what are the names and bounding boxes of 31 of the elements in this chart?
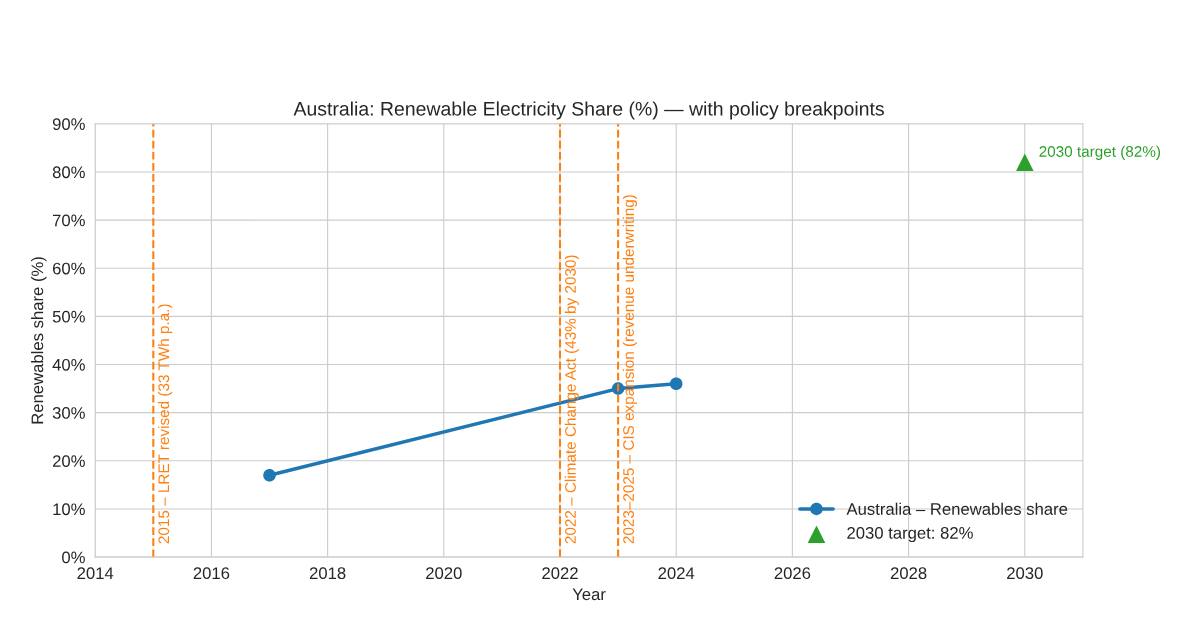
y-tick-label: 20% bbox=[52, 455, 85, 468]
chart-title: Australia: Renewable Electricity Share (%) — with policy breakpoints bbox=[293, 101, 884, 120]
x-axis-title: Year bbox=[572, 588, 606, 601]
x-tick-label: 2022 bbox=[542, 567, 578, 580]
ref-line-label: 2023–2025 – CIS expansion (revenue underwriting) bbox=[622, 195, 637, 544]
y-tick-label: 80% bbox=[52, 166, 85, 179]
x-tick-label: 2020 bbox=[426, 567, 462, 580]
x-tick-label: 2014 bbox=[77, 567, 114, 580]
y-tick-label: 60% bbox=[52, 262, 85, 275]
legend-label: 2030 target: 82% bbox=[847, 527, 973, 543]
point bbox=[263, 469, 276, 482]
x-tick-label: 2030 bbox=[1007, 567, 1043, 580]
y-tick-label: 30% bbox=[52, 407, 85, 419]
x-tick-label: 2024 bbox=[658, 567, 695, 580]
ref-line-label: 2015 – LRET revised (33 TWh p.a.) bbox=[157, 304, 173, 544]
legend-label: Australia – Renewables share bbox=[846, 502, 1068, 515]
point bbox=[1016, 153, 1034, 172]
x-tick-label: 2016 bbox=[193, 567, 230, 580]
x-tick-label: 2018 bbox=[309, 567, 346, 580]
y-tick-label: 90% bbox=[52, 118, 85, 130]
y-tick-label: 0% bbox=[62, 551, 85, 564]
y-tick-label: 40% bbox=[52, 358, 85, 371]
annotation: 2030 target (82%) bbox=[1039, 145, 1161, 160]
y-axis-title: Renewables share (%) bbox=[31, 257, 47, 424]
x-tick-label: 2028 bbox=[890, 567, 927, 580]
y-tick-label: 10% bbox=[53, 503, 85, 516]
ref-line-label: 2022 – Climate Change Act (43% by 2030) bbox=[564, 255, 579, 544]
y-tick-label: 50% bbox=[52, 310, 85, 323]
y-tick-label: 70% bbox=[52, 214, 85, 227]
x-tick-label: 2026 bbox=[774, 567, 811, 580]
point bbox=[669, 377, 683, 391]
